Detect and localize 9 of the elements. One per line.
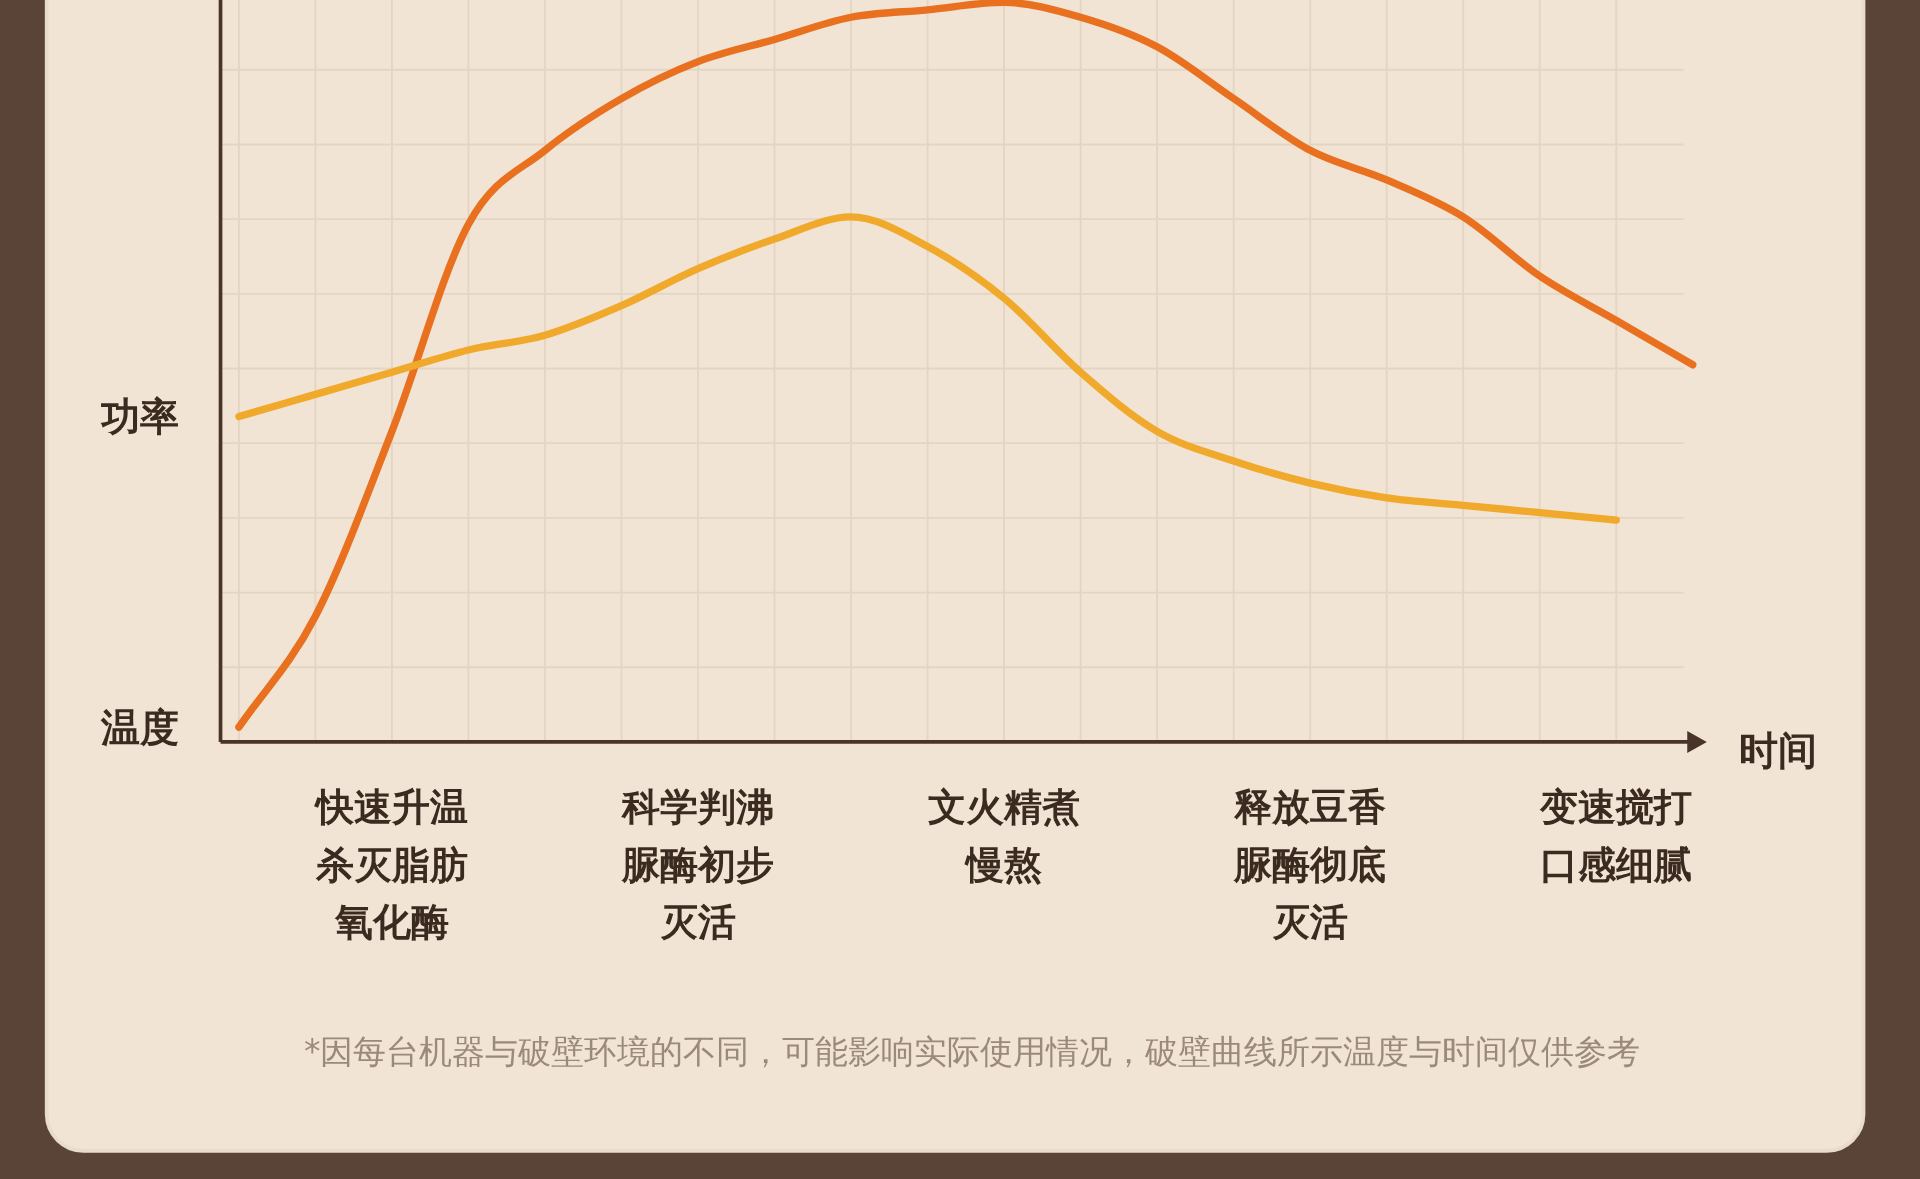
- series-label: 功率: [99, 394, 179, 440]
- x-tick-label: 变速搅打口感细腻: [1539, 785, 1693, 887]
- series-label: 温度: [99, 704, 179, 750]
- x-tick-label: 快速升温杀灭脂肪氧化酶: [313, 785, 468, 945]
- text: *因每台机器与破壁环境的不同，可能影响实际使用情况，破壁曲线所示温度与时间仅供参考: [303, 1031, 1641, 1071]
- x-tick-label: 科学判沸脲酶初步灭活: [621, 785, 774, 945]
- x-tick-label: 释放豆香脲酶彻底灭活: [1233, 785, 1387, 945]
- x-axis-title: 时间: [1738, 727, 1817, 773]
- x-tick-label: 文火精煮慢熬: [928, 785, 1081, 887]
